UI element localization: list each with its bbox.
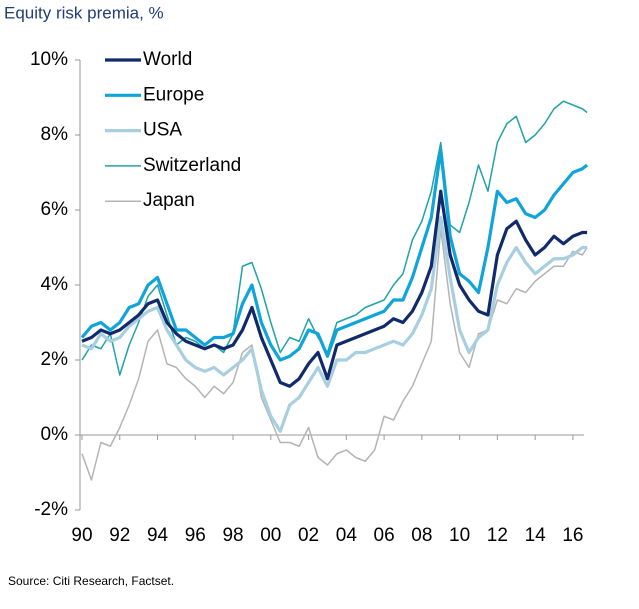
x-tick-label: 06 bbox=[374, 525, 395, 546]
x-tick-label: 08 bbox=[411, 525, 432, 546]
x-tick-label: 14 bbox=[525, 525, 547, 546]
x-tick-label: 94 bbox=[147, 525, 169, 546]
x-tick-label: 10 bbox=[449, 525, 470, 546]
y-tick-label: 2% bbox=[41, 349, 69, 370]
legend-label: Japan bbox=[143, 190, 195, 211]
series-line bbox=[81, 215, 588, 433]
chart-title: Equity risk premia, % bbox=[4, 3, 164, 22]
source-note: Source: Citi Research, Factset. bbox=[8, 574, 174, 588]
legend-label: World bbox=[143, 49, 192, 70]
x-tick-label: 12 bbox=[487, 525, 508, 546]
x-tick-label: 98 bbox=[222, 525, 243, 546]
x-tick-label: 04 bbox=[336, 525, 358, 546]
x-tick-label: 96 bbox=[185, 525, 206, 546]
legend-label: Switzerland bbox=[143, 155, 241, 176]
legend-label: USA bbox=[143, 120, 182, 141]
y-tick-label: 10% bbox=[30, 49, 68, 70]
x-tick-label: 90 bbox=[71, 525, 92, 546]
x-tick-label: 02 bbox=[298, 525, 319, 546]
y-tick-label: -2% bbox=[34, 499, 68, 520]
legend-label: Europe bbox=[143, 84, 204, 105]
y-tick-label: 0% bbox=[41, 424, 69, 445]
x-tick-label: 16 bbox=[562, 525, 583, 546]
x-tick-label: 00 bbox=[260, 525, 281, 546]
series-line bbox=[81, 189, 588, 388]
y-tick-label: 4% bbox=[41, 274, 69, 295]
series-line bbox=[80, 148, 589, 362]
y-tick-label: 6% bbox=[41, 199, 69, 220]
series-line bbox=[81, 100, 588, 376]
x-tick-label: 92 bbox=[109, 525, 130, 546]
y-tick-label: 8% bbox=[41, 124, 69, 145]
series-line bbox=[81, 228, 588, 481]
